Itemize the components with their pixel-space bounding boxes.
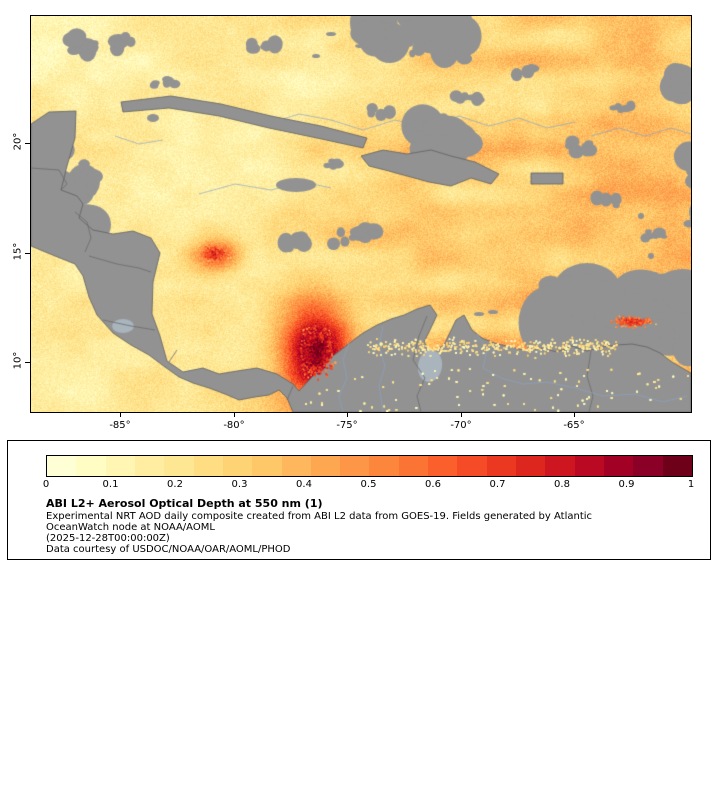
lat-tick-15 xyxy=(25,253,30,254)
colorbar-tick-label-06: 0.6 xyxy=(425,479,441,490)
legend-description-line1: Experimental NRT AOD daily composite cre… xyxy=(46,511,593,522)
lon-tick-70 xyxy=(461,412,462,417)
lon-tick-80 xyxy=(234,412,235,417)
lat-axis-label-10: 10° xyxy=(12,351,24,370)
legend-description-line2: OceanWatch node at NOAA/AOML xyxy=(46,522,215,533)
colorbar-tick-label-08: 0.8 xyxy=(554,479,570,490)
legend-credit: Data courtesy of USDOC/NOAA/OAR/AOML/PHO… xyxy=(46,544,291,555)
lat-axis-label-20: 20° xyxy=(12,132,24,151)
colorbar-tick-label-0: 0 xyxy=(42,479,50,490)
lon-axis-label-65: -65° xyxy=(563,420,585,431)
colorbar-tick-label-03: 0.3 xyxy=(231,479,248,490)
lat-tick-10 xyxy=(25,362,30,363)
legend-title: ABI L2+ Aerosol Optical Depth at 550 nm … xyxy=(46,497,323,510)
colorbar-tick-label-09: 0.9 xyxy=(618,479,635,490)
colorbar-gradient xyxy=(46,455,693,477)
legend-timestamp: (2025-12-28T00:00:00Z) xyxy=(46,533,170,544)
colorbar-tick-label-07: 0.7 xyxy=(489,479,506,490)
aod-map-frame xyxy=(30,15,692,413)
lon-axis-label-85: -85° xyxy=(109,420,131,431)
colorbar-tick-label-04: 0.4 xyxy=(296,479,312,490)
lon-axis-label-75: -75° xyxy=(336,420,358,431)
legend-box: 0 0.1 0.2 0.3 0.4 0.5 0.6 0.7 0.8 0.9 1 … xyxy=(7,440,711,560)
lat-axis-label-15: 15° xyxy=(12,242,24,261)
colorbar-tick-label-05: 0.5 xyxy=(360,479,377,490)
lon-tick-65 xyxy=(574,412,575,417)
colorbar-tick-label-02: 0.2 xyxy=(167,479,183,490)
lon-axis-label-80: -80° xyxy=(223,420,245,431)
colorbar-tick-label-1: 1 xyxy=(687,479,695,490)
colorbar-tick-label-01: 0.1 xyxy=(102,479,119,490)
lon-axis-label-70: -70° xyxy=(450,420,472,431)
aod-map-canvas xyxy=(31,16,691,412)
lat-tick-20 xyxy=(25,143,30,144)
lon-tick-75 xyxy=(347,412,348,417)
lon-tick-85 xyxy=(120,412,121,417)
